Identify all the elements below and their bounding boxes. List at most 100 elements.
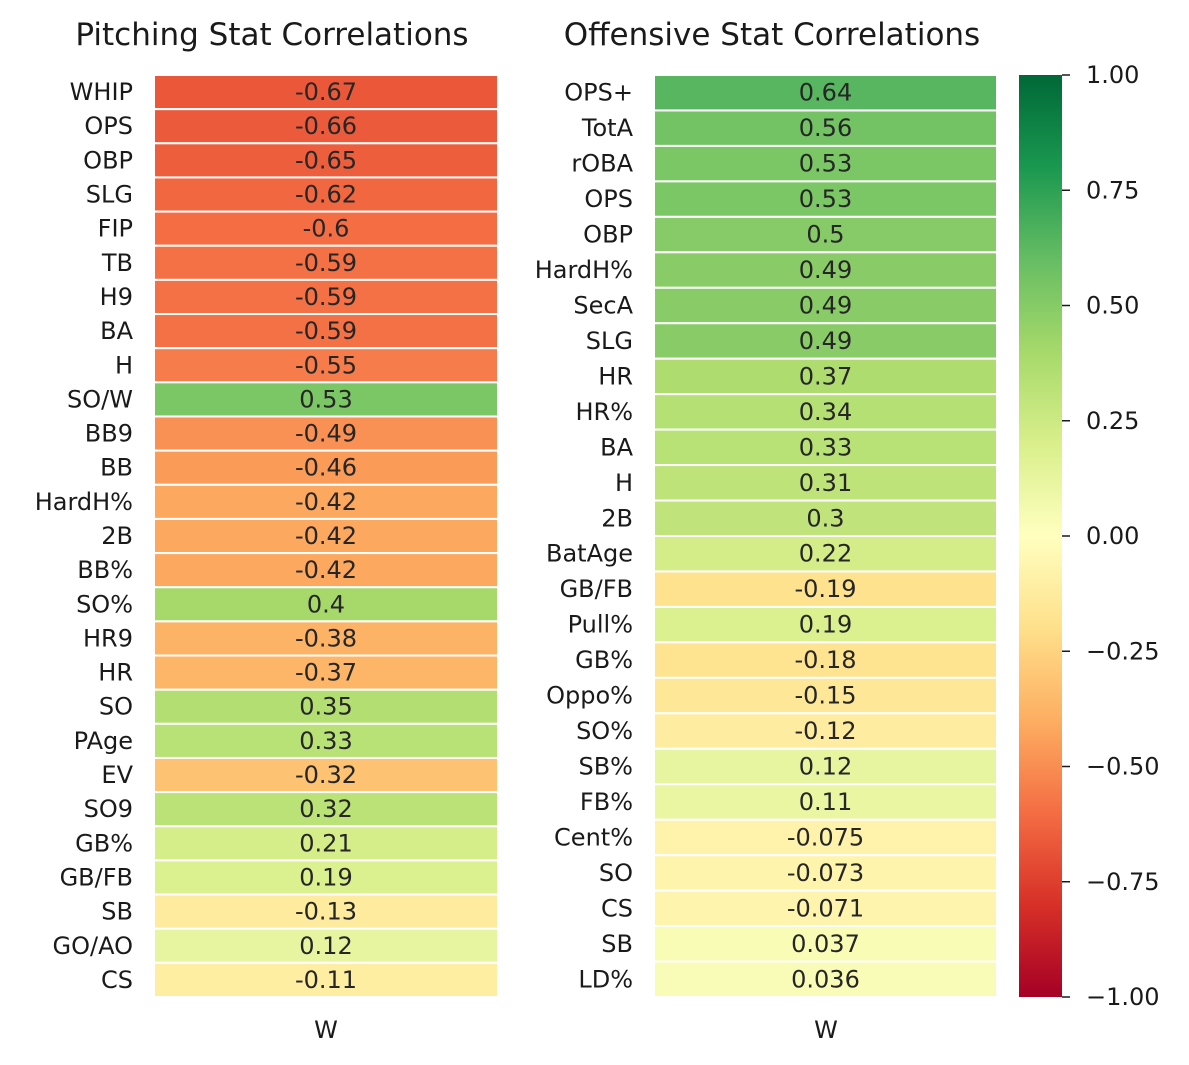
- cell-value-label: -0.13: [295, 898, 357, 926]
- row-label: SO: [99, 693, 133, 721]
- row-label: PAge: [74, 727, 133, 755]
- row-label: SLG: [86, 181, 133, 209]
- colorbar-tick-label: −0.50: [1086, 753, 1160, 781]
- row-label: BA: [600, 433, 633, 461]
- row-label: LD%: [578, 965, 633, 993]
- row-label: HardH%: [535, 256, 633, 284]
- cell-value-label: 0.31: [799, 469, 852, 497]
- cell-value-label: 0.34: [799, 398, 852, 426]
- heatmap-cell: [153, 517, 499, 555]
- cell-value-label: 0.037: [791, 930, 860, 958]
- row-label: GB/FB: [60, 863, 133, 891]
- heatmap-cell: [153, 688, 499, 725]
- row-label: H: [615, 469, 633, 497]
- row-label: SB: [601, 930, 633, 958]
- row-label: 2B: [101, 522, 133, 550]
- heatmap-cell: [153, 791, 499, 828]
- cell-value-label: -0.18: [794, 646, 856, 674]
- cell-value-label: -0.42: [295, 556, 357, 584]
- heatmap-cell: [653, 960, 998, 998]
- cell-value-label: 0.19: [799, 611, 852, 639]
- cell-value-label: -0.6: [303, 215, 350, 243]
- row-label: SB%: [578, 753, 633, 781]
- row-label: rOBA: [571, 150, 633, 178]
- cell-value-label: 0.49: [799, 292, 852, 320]
- row-label: H: [115, 351, 133, 379]
- cell-value-label: 0.5: [806, 221, 844, 249]
- cell-value-label: -0.65: [295, 146, 357, 174]
- row-label: SO: [599, 859, 633, 887]
- row-label: SO/W: [67, 385, 133, 413]
- cell-value-label: -0.12: [794, 717, 856, 745]
- colorbar-gradient: [1019, 75, 1062, 997]
- row-label: OPS: [84, 112, 133, 140]
- cell-value-label: 0.33: [299, 727, 352, 755]
- heatmap-cell: [653, 889, 998, 928]
- heatmap-cell: [153, 722, 499, 759]
- row-label: CS: [101, 966, 133, 994]
- heatmap-cell: [653, 251, 998, 289]
- colorbar-tick-label: 0.25: [1086, 407, 1139, 435]
- pitching-heatmap: Pitching Stat Correlations -0.67WHIP-0.6…: [35, 17, 499, 1044]
- heatmap-cell: [153, 961, 499, 999]
- cell-value-label: 0.64: [799, 79, 852, 107]
- row-label: BB9: [85, 420, 133, 448]
- cell-value-label: -0.59: [295, 283, 357, 311]
- heatmap-cell: [653, 925, 998, 963]
- row-label: WHIP: [70, 78, 133, 106]
- heatmap-cell: [653, 570, 998, 608]
- cell-value-label: 0.11: [799, 788, 852, 816]
- row-label: H9: [100, 283, 133, 311]
- cell-value-label: 0.19: [299, 863, 352, 891]
- heatmap-cell: [153, 927, 499, 964]
- cell-value-label: 0.4: [307, 590, 345, 618]
- cell-value-label: -0.15: [794, 682, 856, 710]
- cell-value-label: -0.073: [787, 859, 864, 887]
- row-label: CS: [601, 894, 633, 922]
- colorbar-tick-label: 0.00: [1086, 522, 1139, 550]
- row-label: SLG: [586, 327, 633, 355]
- heatmap-cell: [153, 74, 499, 111]
- heatmap-cell: [153, 313, 499, 350]
- row-label: HR9: [83, 624, 133, 652]
- cell-value-label: 0.33: [799, 433, 852, 461]
- row-label: 2B: [601, 504, 633, 532]
- colorbar-tick-label: 1.00: [1086, 61, 1139, 89]
- offensive-chart-title: Offensive Stat Correlations: [564, 17, 980, 53]
- row-label: SO9: [84, 795, 133, 823]
- row-label: Oppo%: [546, 682, 633, 710]
- cell-value-label: 0.49: [799, 327, 852, 355]
- row-label: TotA: [581, 114, 634, 142]
- cell-value-label: -0.19: [794, 575, 856, 603]
- offensive-heatmap: Offensive Stat Correlations 0.64 OPS+ 0.56…: [535, 17, 998, 1044]
- row-label: OPS+: [564, 79, 633, 107]
- cell-value-label: 0.22: [799, 540, 852, 568]
- row-label: FB%: [580, 788, 633, 816]
- pitching-cells: -0.67 WHIP -0.66 OPS -0.65 OBP -0.62 SLG -0.6 FIP…: [35, 74, 499, 999]
- row-label: SO%: [76, 590, 133, 618]
- pitching-chart-title: Pitching Stat Correlations: [75, 17, 468, 53]
- row-label: BA: [100, 317, 133, 345]
- colorbar-tick-label: −0.75: [1086, 868, 1160, 896]
- row-label: HR%: [575, 398, 633, 426]
- row-label: Pull%: [568, 611, 633, 639]
- heatmap-cell: [153, 449, 499, 486]
- heatmap-cell: [653, 109, 998, 147]
- cell-value-label: -0.071: [787, 894, 864, 922]
- heatmap-cell: [653, 854, 998, 892]
- row-label: GO/AO: [53, 932, 133, 960]
- row-label: BB%: [77, 556, 133, 584]
- heatmap-cell: [153, 825, 499, 862]
- cell-value-label: 0.53: [799, 150, 852, 178]
- heatmap-cell: [153, 415, 499, 452]
- row-label: SO%: [576, 717, 633, 745]
- cell-value-label: 0.12: [799, 753, 852, 781]
- row-label: GB%: [75, 829, 133, 857]
- cell-value-label: 0.21: [299, 829, 352, 857]
- cell-value-label: -0.49: [295, 420, 357, 448]
- row-label: SecA: [573, 292, 633, 320]
- heatmap-cell: [653, 605, 998, 644]
- colorbar-tick-label: 0.50: [1086, 292, 1139, 320]
- colorbar-tick-label: −0.25: [1086, 637, 1160, 665]
